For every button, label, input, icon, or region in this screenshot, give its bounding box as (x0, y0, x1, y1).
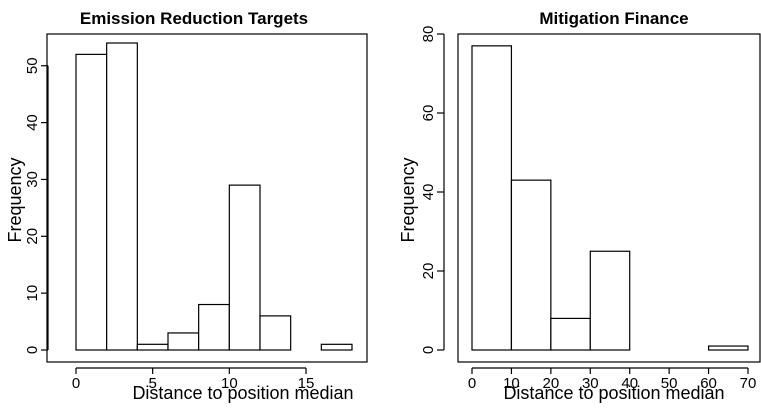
y-axis-label: Frequency (5, 157, 25, 242)
bars-group (75, 42, 353, 351)
x-axis: 0 10 20 30 40 50 60 70 (468, 367, 757, 392)
histogram-bar (106, 42, 138, 351)
y-tick-label: 30 (24, 171, 41, 188)
y-tick-label: 0 (420, 346, 437, 354)
y-tick-label: 20 (24, 228, 41, 245)
histogram-bar (471, 45, 513, 351)
histogram-bar (707, 345, 749, 351)
histogram-bar (320, 343, 353, 351)
x-tick-label: 10 (503, 375, 520, 392)
x-axis: 0 5 10 15 (72, 367, 315, 392)
y-tick-label: 40 (420, 184, 437, 201)
x-tick-label: 40 (621, 375, 638, 392)
chart-title: Emission Reduction Targets (80, 9, 308, 28)
y-tick-label: 80 (420, 26, 437, 43)
y-tick-label: 10 (24, 285, 41, 302)
y-tick-label: 60 (420, 105, 437, 122)
histogram-bar (510, 179, 552, 351)
x-tick-label: 0 (72, 375, 80, 392)
plot-frame (46, 33, 368, 363)
histogram-bar (136, 343, 169, 351)
x-tick-label: 15 (298, 375, 315, 392)
x-tick-label: 70 (740, 375, 757, 392)
plot-frame (457, 33, 761, 363)
histogram-bar (75, 53, 108, 351)
x-axis-label: Distance to position median (132, 383, 353, 403)
panel-mitigation-finance: Mitigation Finance 0 20 40 60 80 0 10 20 30 40 50… (398, 9, 761, 403)
histogram-bar (259, 315, 292, 351)
y-tick-label: 50 (24, 57, 41, 74)
x-axis-label: Distance to position median (503, 383, 724, 403)
x-tick-label: 30 (582, 375, 599, 392)
histogram-bar (198, 303, 230, 351)
x-tick-label: 10 (221, 375, 238, 392)
histogram-bar (589, 250, 631, 351)
y-axis-label: Frequency (398, 157, 418, 242)
x-tick-label: 20 (543, 375, 560, 392)
histogram-bar (167, 332, 200, 351)
chart-title: Mitigation Finance (539, 9, 688, 28)
y-tick-label: 0 (24, 346, 41, 354)
y-tick-label: 20 (420, 263, 437, 280)
x-tick-label: 5 (148, 375, 156, 392)
histogram-bar (550, 317, 591, 351)
y-tick-label: 40 (24, 114, 41, 131)
bars-group (471, 45, 749, 351)
x-tick-label: 60 (700, 375, 717, 392)
y-axis: 0 20 40 60 80 (420, 26, 445, 354)
histogram-bar (228, 184, 261, 351)
y-axis: 0 10 20 30 40 50 (24, 57, 49, 354)
x-tick-label: 50 (661, 375, 678, 392)
x-tick-label: 0 (468, 375, 476, 392)
